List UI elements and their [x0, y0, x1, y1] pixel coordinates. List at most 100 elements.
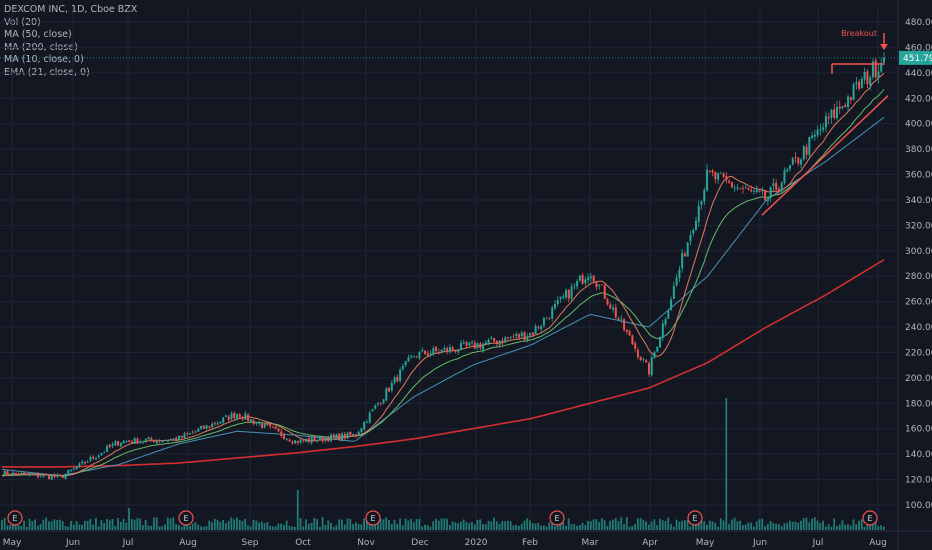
volume-bar: [36, 525, 39, 530]
candle-body: [371, 409, 374, 412]
candle-body: [777, 188, 780, 191]
volume-bar: [800, 520, 802, 530]
y-tick-label: 280.00: [905, 272, 932, 282]
candle-body: [128, 440, 131, 442]
volume-bar: [518, 525, 520, 530]
candle-body: [86, 461, 89, 463]
volume-bar: [166, 517, 169, 530]
volume-bar: [122, 518, 125, 530]
volume-bar: [390, 524, 393, 530]
candle-body: [59, 475, 62, 476]
volume-bar: [526, 518, 529, 530]
volume-bar: [81, 524, 83, 530]
candle-body: [446, 348, 449, 352]
last-price-label: 451.79: [903, 54, 932, 64]
candle-body: [111, 444, 114, 447]
volume-bar: [172, 517, 175, 530]
earnings-marker: [178, 510, 194, 526]
volume-bar: [161, 526, 164, 530]
y-tick-label: 420.00: [905, 94, 932, 104]
candle-body: [647, 363, 650, 375]
volume-bar: [534, 523, 537, 530]
y-tick-label: 140.00: [905, 450, 932, 460]
volume-bar: [728, 523, 730, 530]
candle-body: [703, 189, 706, 202]
candle-body: [576, 280, 579, 287]
candle-body: [142, 441, 145, 443]
candle-body: [399, 369, 402, 381]
candle-body: [880, 63, 883, 72]
candle-body: [291, 441, 294, 444]
candle-body: [631, 335, 634, 345]
candle-body: [23, 472, 26, 474]
volume-bar: [302, 526, 305, 530]
candle-body: [139, 441, 142, 443]
candle-body: [161, 440, 164, 443]
candle-body: [316, 440, 319, 442]
candle-body: [717, 173, 720, 180]
candle-body: [764, 189, 767, 201]
candle-body: [700, 201, 703, 205]
volume-bar: [725, 398, 728, 530]
candle-body: [368, 412, 371, 423]
volume-bar: [244, 518, 247, 530]
candle-body: [504, 337, 507, 343]
candle-body: [125, 441, 128, 442]
volume-bar: [396, 523, 399, 530]
volume-bar: [647, 524, 650, 530]
volume-bar: [194, 522, 197, 530]
candle-body: [584, 279, 587, 284]
candle-body: [874, 60, 877, 78]
y-tick-label: 240.00: [905, 323, 932, 333]
volume-bar: [249, 526, 252, 530]
volume-bar: [307, 523, 310, 530]
candle-body: [838, 106, 841, 109]
volume-bar: [401, 525, 404, 530]
candle-body: [249, 418, 252, 422]
candle-body: [520, 332, 523, 337]
candle-body: [263, 423, 266, 428]
candle-body: [130, 441, 133, 444]
candle-body: [153, 441, 156, 443]
candle-body: [12, 472, 15, 476]
candle-body: [451, 347, 454, 350]
volume-bar: [6, 525, 9, 530]
candle-body: [224, 415, 227, 417]
candle-body: [294, 440, 297, 444]
volume-bar: [150, 525, 153, 530]
candle-body: [169, 439, 172, 440]
candle-body: [133, 437, 136, 445]
volume-bar: [791, 521, 794, 530]
candle-body: [625, 329, 628, 332]
volume-bar: [454, 522, 457, 530]
x-tick-label: Mar: [582, 538, 599, 548]
volume-bar: [581, 522, 584, 530]
candle-body: [393, 377, 396, 383]
x-tick-label: May: [3, 538, 22, 548]
candle-body: [354, 434, 357, 436]
volume-bar: [247, 525, 249, 530]
volume-bar: [114, 525, 117, 530]
volume-bar: [75, 521, 78, 530]
volume-bar: [808, 522, 811, 530]
candle-body: [194, 431, 197, 433]
candle-body: [6, 470, 9, 475]
candle-body: [739, 188, 742, 190]
candle-body: [346, 432, 349, 438]
volume-bar: [70, 520, 72, 530]
candle-body: [385, 388, 388, 401]
volume-bar: [758, 519, 761, 530]
volume-bar: [592, 519, 595, 530]
candle-body: [349, 431, 352, 436]
volume-bar: [341, 519, 343, 530]
volume-bar: [849, 525, 852, 530]
x-tick-label: Aug: [869, 538, 887, 548]
volume-bar: [437, 520, 440, 530]
candle-body: [39, 476, 42, 478]
candle-body: [744, 187, 747, 189]
volume-bar: [766, 523, 769, 530]
volume-bar: [733, 517, 736, 530]
legend-item-ma10: MA (10, close, 0): [4, 54, 84, 65]
candle-body: [711, 170, 714, 173]
